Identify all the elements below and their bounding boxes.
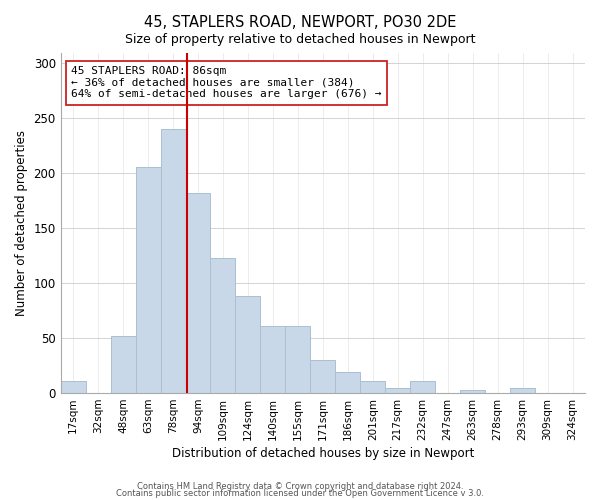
Bar [136, 167, 161, 393]
Bar [61, 381, 86, 393]
Text: 45, STAPLERS ROAD, NEWPORT, PO30 2DE: 45, STAPLERS ROAD, NEWPORT, PO30 2DE [144, 15, 456, 30]
Text: 45 STAPLERS ROAD: 86sqm
← 36% of detached houses are smaller (384)
64% of semi-d: 45 STAPLERS ROAD: 86sqm ← 36% of detache… [71, 66, 382, 100]
Text: Contains public sector information licensed under the Open Government Licence v : Contains public sector information licen… [116, 490, 484, 498]
Bar [310, 360, 335, 393]
Bar [185, 193, 211, 393]
Text: Size of property relative to detached houses in Newport: Size of property relative to detached ho… [125, 32, 475, 46]
Bar [235, 296, 260, 393]
Bar [510, 388, 535, 393]
X-axis label: Distribution of detached houses by size in Newport: Distribution of detached houses by size … [172, 447, 474, 460]
Bar [260, 326, 286, 393]
Y-axis label: Number of detached properties: Number of detached properties [15, 130, 28, 316]
Bar [161, 130, 185, 393]
Bar [286, 326, 310, 393]
Bar [360, 381, 385, 393]
Bar [335, 372, 360, 393]
Bar [211, 258, 235, 393]
Text: Contains HM Land Registry data © Crown copyright and database right 2024.: Contains HM Land Registry data © Crown c… [137, 482, 463, 491]
Bar [460, 390, 485, 393]
Bar [385, 388, 410, 393]
Bar [410, 381, 435, 393]
Bar [110, 336, 136, 393]
